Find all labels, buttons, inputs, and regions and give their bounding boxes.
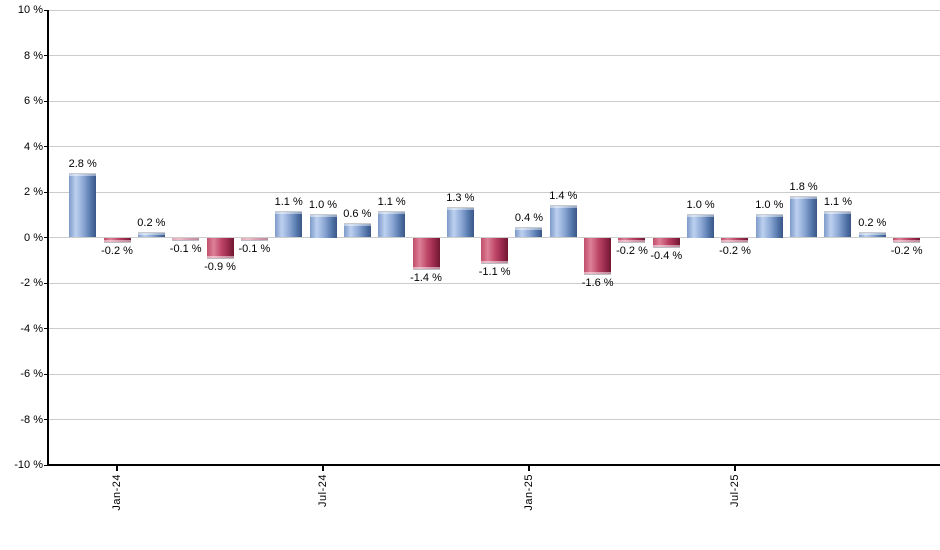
bar-Dec-25 (893, 237, 921, 243)
y-axis-tick-mark (44, 146, 48, 147)
x-axis-tick-mark (733, 465, 736, 471)
y-axis-tick-label: -6 % (20, 368, 43, 380)
bar-Oct-24 (412, 237, 440, 270)
bar-value-label: 1.0 % (755, 198, 784, 211)
gridline (48, 9, 940, 11)
bar-value-label: -0.1 % (238, 242, 271, 255)
bar-May-25 (652, 237, 680, 247)
bar-Jan-25 (515, 228, 543, 238)
x-axis-tick-label: Jan-25 (522, 474, 535, 511)
gridline (48, 100, 940, 102)
y-axis-tick-mark (44, 464, 48, 466)
bar-Aug-25 (755, 214, 783, 238)
bar-value-label: 1.0 % (308, 198, 338, 211)
x-axis-tick-label: Jan-24 (111, 474, 124, 511)
bar-value-label: 0.2 % (137, 216, 166, 229)
x-axis-line (47, 464, 940, 466)
x-axis-tick-label: Jul-24 (317, 474, 329, 507)
bar-Feb-24 (137, 232, 165, 238)
y-axis-tick-mark (44, 282, 48, 284)
bar-Jun-25 (687, 214, 715, 238)
y-axis-tick-label: -4 % (20, 322, 43, 335)
x-axis-tick-label: Jul-25 (728, 474, 741, 507)
bar-value-label: 0.2 % (858, 216, 887, 229)
gridline (48, 55, 940, 56)
y-axis-tick-label: -8 % (20, 413, 43, 426)
x-axis-tick-mark (527, 465, 530, 471)
bar-May-24 (240, 237, 268, 240)
gridline (48, 373, 940, 375)
x-axis-tick-mark (116, 465, 119, 471)
y-axis-tick-label: -2 % (20, 277, 43, 289)
bar-value-label: 1.0 % (686, 198, 715, 211)
y-axis-tick-mark (44, 100, 48, 102)
bar-Jan-24 (103, 237, 131, 243)
bar-Jul-25 (721, 237, 749, 243)
bar-Jul-24 (309, 214, 337, 238)
y-axis-tick-label: 4 % (24, 140, 43, 153)
y-axis-tick-mark (44, 373, 48, 375)
y-axis-tick-label: 0 % (24, 231, 43, 244)
bar-value-label: -0.9 % (204, 260, 236, 273)
y-axis-tick-mark (44, 191, 48, 193)
bar-value-label: 1.1 % (377, 196, 406, 209)
bar-Sep-25 (790, 196, 818, 238)
bar-value-label: 1.4 % (549, 189, 578, 202)
y-axis-tick-mark (44, 55, 48, 56)
bar-value-label: 1.8 % (789, 180, 818, 193)
bar-Jun-24 (275, 212, 303, 238)
y-axis-tick-label: -10 % (14, 459, 43, 471)
bar-value-label: 1.1 % (274, 196, 303, 209)
bar-Sep-24 (378, 212, 406, 238)
bar-Oct-25 (824, 212, 852, 238)
gridline (48, 328, 940, 329)
bar-Aug-24 (343, 223, 371, 238)
bar-Nov-25 (858, 232, 886, 238)
y-axis-tick-label: 6 % (24, 95, 43, 107)
bar-value-label: -0.1 % (169, 242, 202, 255)
bar-value-label: -1.1 % (478, 265, 511, 278)
gridline (48, 419, 940, 420)
bar-value-label: 2.8 % (68, 157, 97, 170)
y-axis-tick-mark (44, 328, 48, 329)
y-axis-tick-label: 2 % (24, 186, 43, 198)
bar-Mar-24 (172, 237, 200, 240)
bar-value-label: -0.2 % (719, 245, 751, 258)
y-axis-tick-label: 10 % (17, 4, 43, 16)
bar-Apr-25 (618, 237, 646, 243)
y-axis-tick-mark (44, 237, 48, 238)
bar-Dec-24 (481, 237, 509, 263)
bar-Feb-25 (549, 205, 577, 238)
y-axis-tick-mark (44, 419, 48, 420)
y-axis-line (47, 10, 49, 466)
bar-value-label: -0.2 % (890, 245, 923, 258)
bar-Dec-23 (69, 173, 97, 238)
gridline (48, 191, 940, 193)
bar-value-label: -1.6 % (581, 276, 614, 289)
y-axis-tick-label: 8 % (24, 49, 43, 62)
bar-value-label: -0.2 % (616, 245, 648, 258)
y-axis-tick-mark (44, 9, 48, 11)
bar-value-label: 1.3 % (446, 191, 475, 204)
x-axis-tick-mark (322, 465, 324, 471)
bar-value-label: -0.4 % (650, 249, 683, 262)
bar-Apr-24 (206, 237, 234, 258)
gridline (48, 146, 940, 147)
bar-Mar-25 (584, 237, 612, 274)
bar-value-label: -0.2 % (101, 245, 133, 258)
gridline (48, 282, 940, 284)
bar-value-label: -1.4 % (410, 272, 442, 285)
bar-value-label: 0.6 % (343, 207, 372, 220)
bar-Nov-24 (446, 207, 474, 238)
bar-value-label: 1.1 % (823, 196, 853, 209)
bar-value-label: 0.4 % (514, 212, 544, 225)
